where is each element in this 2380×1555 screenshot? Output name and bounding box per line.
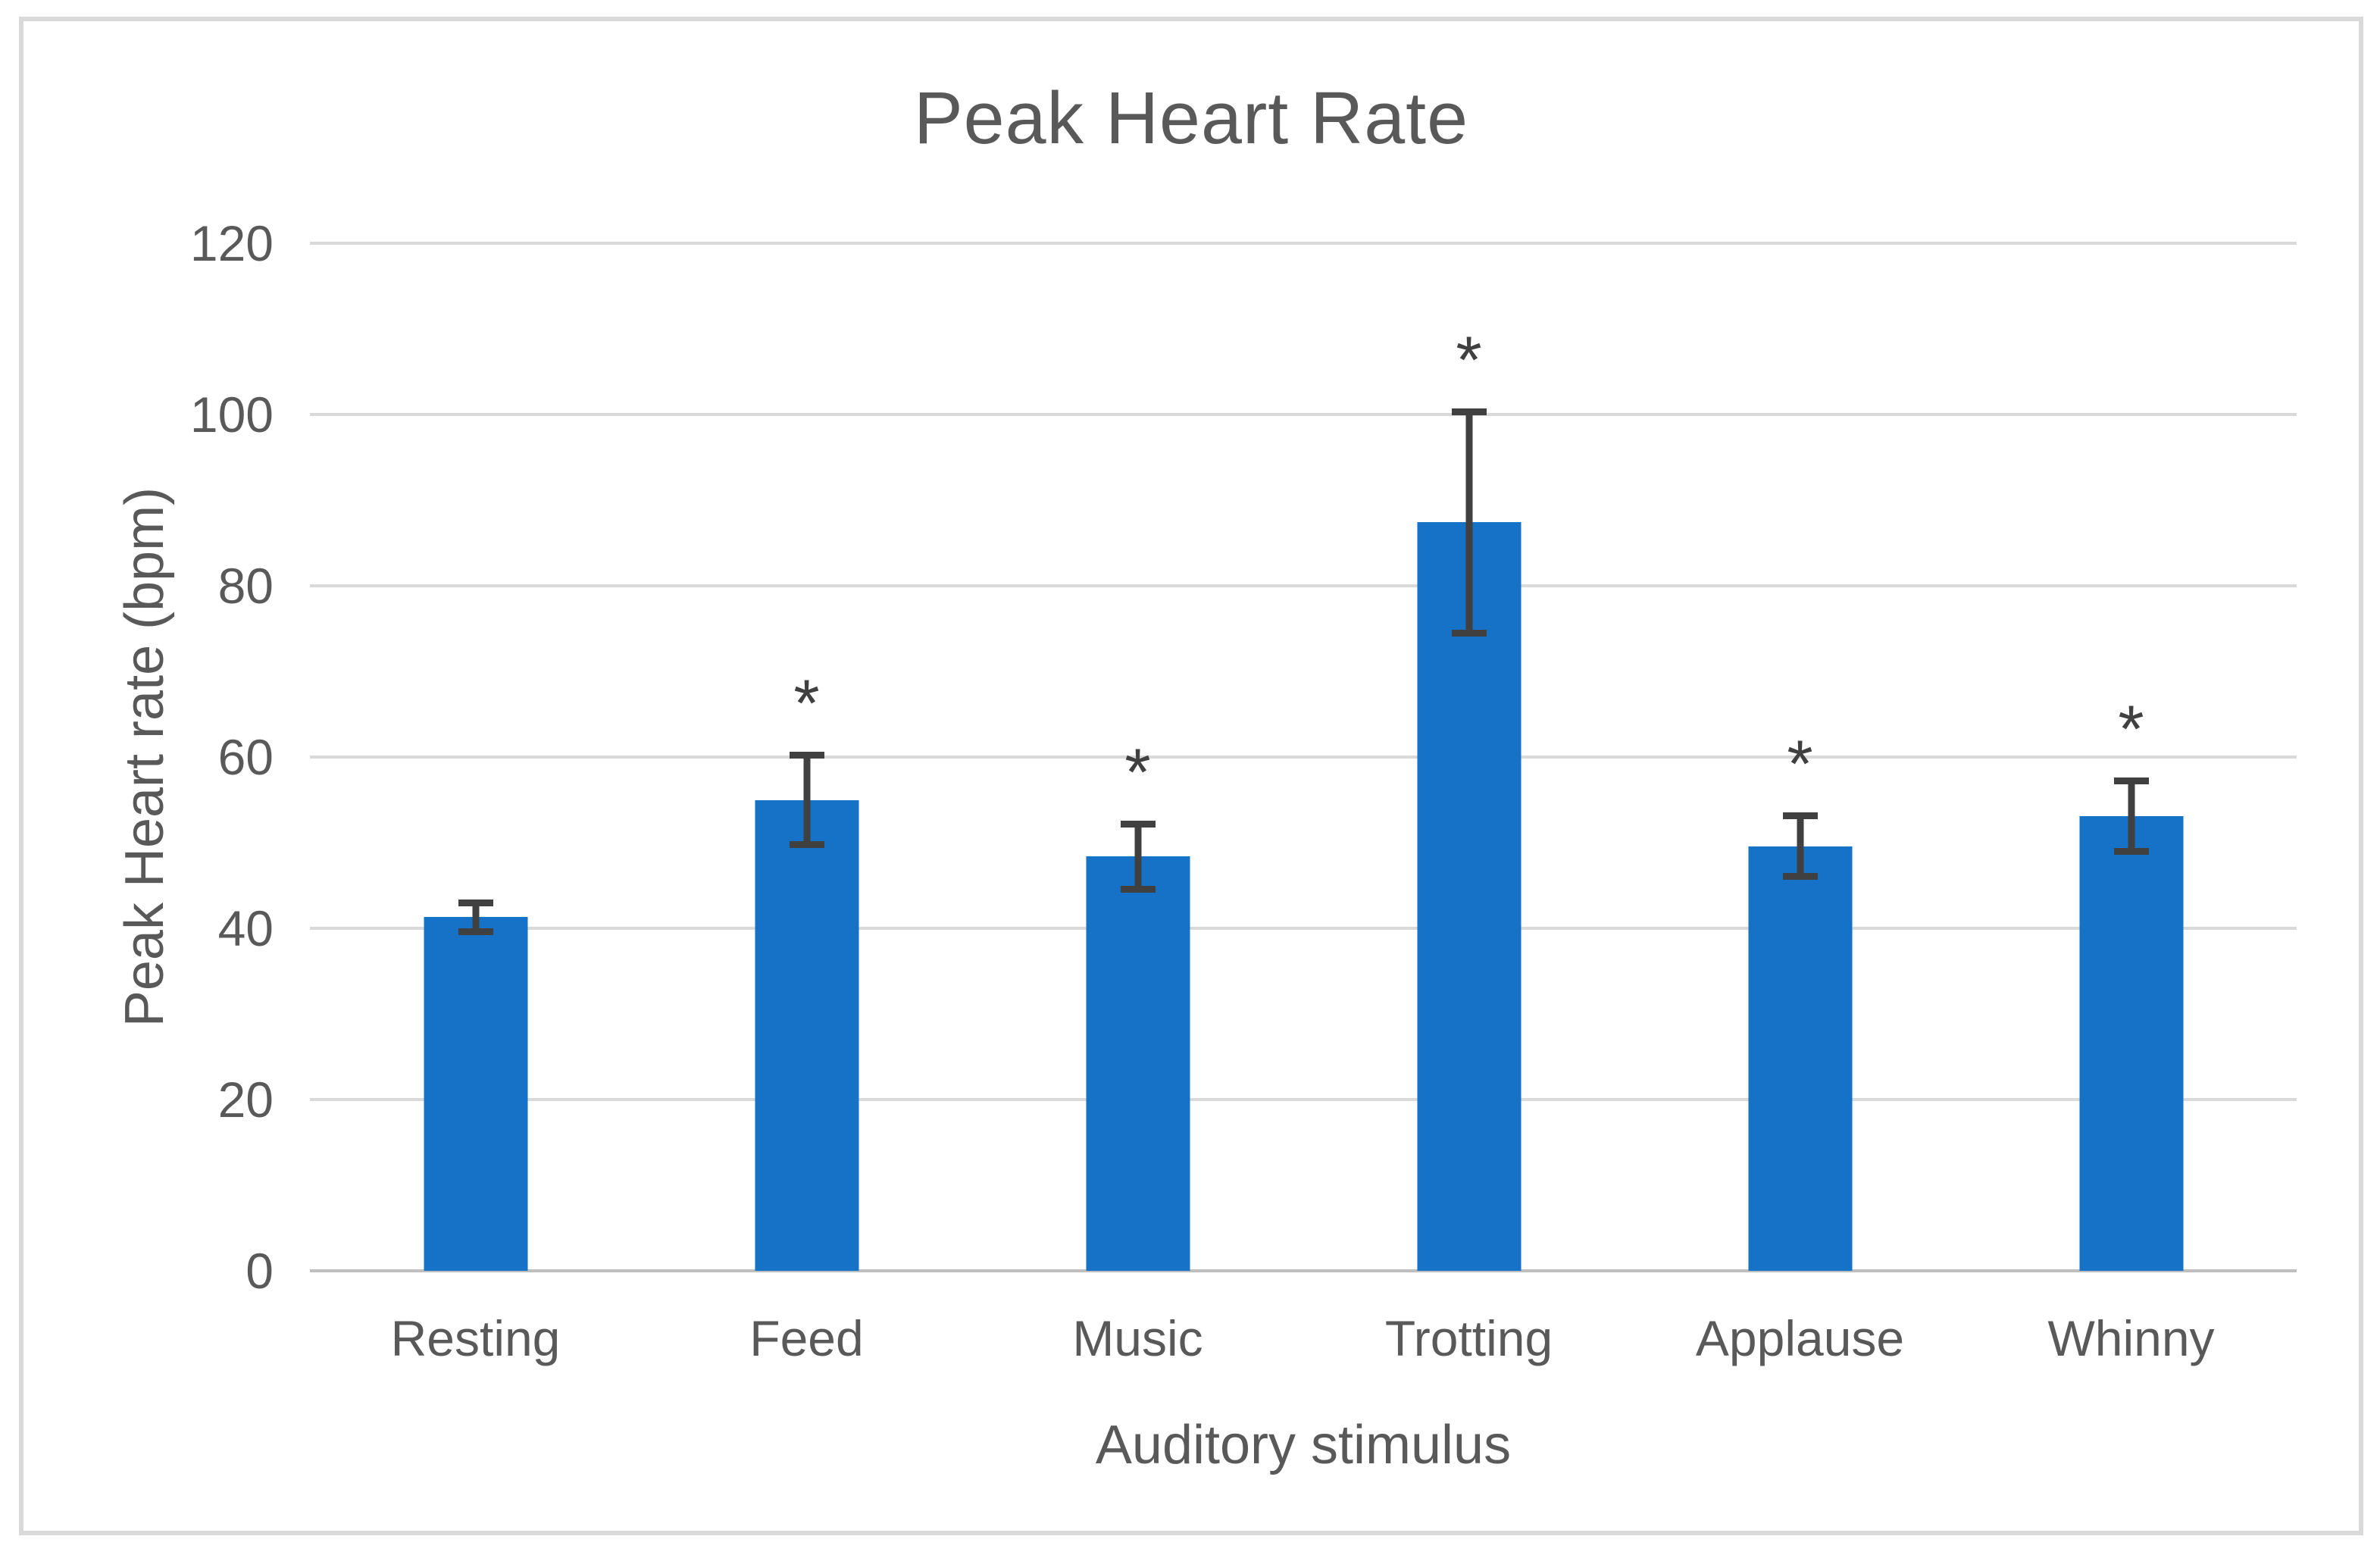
gridline-y-100	[310, 413, 2297, 416]
significance-asterisk-whinny: *	[2118, 691, 2144, 767]
plot-area: * * * * *	[310, 242, 2297, 1272]
error-bar-cap	[1451, 408, 1487, 416]
x-axis-baseline	[310, 1269, 2297, 1272]
error-bar-whinny	[2113, 778, 2149, 855]
category-label-music: Music	[1072, 1310, 1203, 1366]
category-label-whinny: Whinny	[2047, 1310, 2215, 1366]
error-bar-cap	[1451, 629, 1487, 637]
gridline-y-20	[310, 1098, 2297, 1101]
error-bar-stem	[803, 752, 810, 848]
bar-slot-feed: *	[641, 243, 972, 1271]
category-label-applause: Applause	[1695, 1310, 1905, 1366]
error-bar-cap	[1120, 820, 1156, 828]
bar-slot-resting	[310, 243, 641, 1271]
y-tick-label-0: 0	[246, 1243, 274, 1299]
bar-whinny	[2079, 815, 2183, 1271]
error-bar-music	[1120, 820, 1156, 893]
bar-slot-trotting: *	[1303, 243, 1634, 1271]
error-bar-cap	[2113, 847, 2149, 855]
error-bar-stem	[472, 899, 479, 936]
y-tick-label-60: 60	[217, 729, 274, 785]
chart-frame: Peak Heart Rate Peak Heart rate (bpm) 12…	[19, 17, 2363, 1535]
gridline-y-40	[310, 927, 2297, 930]
gridline-y-80	[310, 584, 2297, 587]
error-bar-stem	[1797, 812, 1803, 880]
error-bar-resting	[458, 899, 493, 936]
error-bar-cap	[1120, 885, 1156, 893]
x-axis-category-labels: Resting Feed Music Trotting Applause Whinny	[310, 1309, 2297, 1378]
error-bar-cap	[789, 840, 824, 848]
error-bar-stem	[1465, 408, 1472, 637]
bar-feed	[755, 799, 858, 1271]
bar-resting	[424, 917, 527, 1271]
gridline-y-60	[310, 756, 2297, 759]
chart-title: Peak Heart Rate	[913, 77, 1469, 159]
error-bar-stem	[2128, 778, 2134, 855]
bar-slot-applause: *	[1634, 243, 1966, 1271]
bar-music	[1086, 856, 1190, 1271]
y-tick-label-80: 80	[217, 558, 274, 614]
bar-applause	[1748, 846, 1852, 1271]
category-label-resting: Resting	[390, 1310, 561, 1366]
y-axis-tick-labels: 120 100 80 60 40 20 0	[84, 218, 274, 1296]
y-tick-label-120: 120	[189, 215, 274, 271]
bar-slot-whinny: *	[1966, 243, 2297, 1271]
bar-slot-music: *	[972, 243, 1303, 1271]
error-bar-cap	[458, 928, 493, 936]
error-bar-cap	[458, 899, 493, 906]
x-axis-title: Auditory stimulus	[1095, 1415, 1512, 1475]
error-bar-cap	[1782, 812, 1818, 820]
y-tick-label-20: 20	[217, 1072, 274, 1128]
bar-trotting	[1417, 522, 1521, 1271]
error-bar-cap	[1782, 872, 1818, 880]
error-bar-stem	[1134, 820, 1141, 893]
significance-asterisk-applause: *	[1787, 726, 1813, 802]
error-bar-feed	[789, 752, 824, 848]
category-label-trotting: Trotting	[1384, 1310, 1553, 1366]
significance-asterisk-feed: *	[793, 665, 820, 741]
significance-asterisk-trotting: *	[1456, 322, 1482, 398]
error-bar-applause	[1782, 812, 1818, 880]
category-label-feed: Feed	[749, 1310, 864, 1366]
significance-asterisk-music: *	[1124, 734, 1151, 809]
y-tick-label-40: 40	[217, 900, 274, 956]
error-bar-cap	[789, 752, 824, 759]
y-tick-label-100: 100	[189, 386, 274, 443]
gridline-y-120	[310, 242, 2297, 245]
error-bar-trotting	[1451, 408, 1487, 637]
error-bar-cap	[2113, 778, 2149, 785]
